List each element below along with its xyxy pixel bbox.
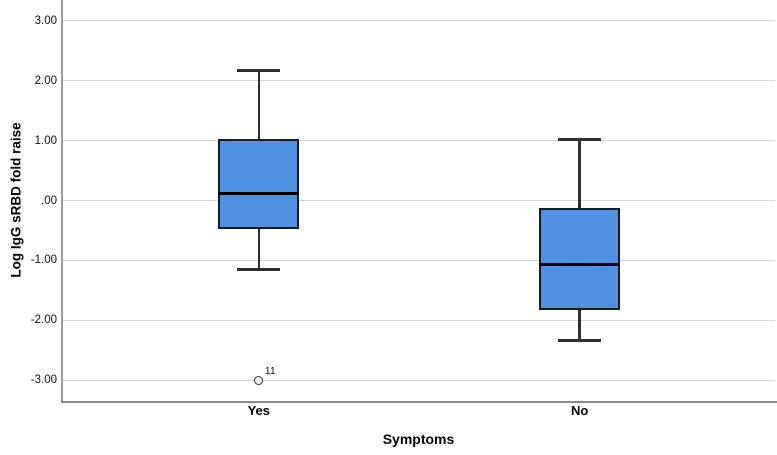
x-tick-label-yes: Yes <box>247 403 270 418</box>
whisker-cap-high <box>558 137 602 141</box>
gridline-y <box>62 20 775 22</box>
gridline-y <box>62 80 775 82</box>
median-line <box>218 191 300 196</box>
gridline-y <box>62 379 775 381</box>
y-tick-label: -3.00 <box>30 374 57 387</box>
gridline-y <box>62 200 775 201</box>
y-tick-label: 2.00 <box>34 74 57 87</box>
whisker-cap-low <box>558 339 602 343</box>
x-axis-line <box>61 401 777 403</box>
whisker-cap-high <box>237 68 281 72</box>
x-axis-title: Symptoms <box>382 431 455 447</box>
y-tick-label: 3.00 <box>34 14 57 27</box>
x-tick-label-no: No <box>570 403 589 418</box>
outlier-point <box>254 375 264 385</box>
box-no <box>539 208 621 310</box>
gridline-y <box>62 319 775 321</box>
y-tick-label: 1.00 <box>34 134 57 147</box>
median-line <box>539 262 621 267</box>
gridline-y <box>62 140 775 142</box>
y-tick-label: -1.00 <box>30 254 57 267</box>
gridline-y <box>62 259 775 261</box>
whisker-cap-low <box>237 268 281 272</box>
y-axis-line <box>61 0 63 402</box>
outlier-label: 11 <box>264 365 276 378</box>
y-tick-label: .00 <box>41 194 57 207</box>
y-tick-label: -2.00 <box>30 314 57 327</box>
box-yes <box>218 138 300 230</box>
